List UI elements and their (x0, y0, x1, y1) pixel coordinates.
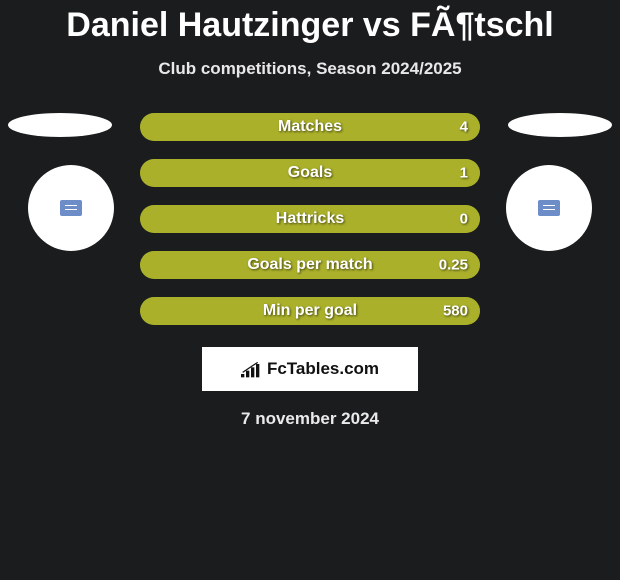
right-name-pill (508, 113, 612, 137)
page-title: Daniel Hautzinger vs FÃ¶tschl (0, 0, 620, 45)
left-player-badge (28, 165, 114, 251)
stat-label: Min per goal (263, 302, 357, 320)
stat-bars: Matches 4 Goals 1 Hattricks 0 Goals per match 0… (140, 113, 480, 325)
stat-label: Matches (278, 118, 342, 136)
stat-bar: Hattricks 0 (140, 205, 480, 233)
stat-value-right: 0.25 (439, 257, 468, 274)
stat-value-right: 4 (460, 119, 468, 136)
stat-value-right: 1 (460, 165, 468, 182)
date-text: 7 november 2024 (0, 409, 620, 429)
stat-value-right: 0 (460, 211, 468, 228)
arena: Matches 4 Goals 1 Hattricks 0 Goals per match 0… (0, 113, 620, 325)
stat-value-right: 580 (443, 303, 468, 320)
stat-label: Goals (288, 164, 332, 182)
player-icon (538, 200, 560, 216)
stat-label: Goals per match (247, 256, 372, 274)
stat-bar-right (310, 159, 480, 187)
player-icon (60, 200, 82, 216)
stat-bar: Goals per match 0.25 (140, 251, 480, 279)
brand-icon (241, 360, 261, 378)
stat-bar-left (140, 159, 310, 187)
right-player-badge (506, 165, 592, 251)
page-subtitle: Club competitions, Season 2024/2025 (0, 59, 620, 79)
stat-bar: Matches 4 (140, 113, 480, 141)
stat-label: Hattricks (276, 210, 344, 228)
brand-box[interactable]: FcTables.com (202, 347, 418, 391)
brand-text: FcTables.com (267, 359, 379, 379)
comparison-card: Daniel Hautzinger vs FÃ¶tschl Club compe… (0, 0, 620, 580)
stat-bar: Min per goal 580 (140, 297, 480, 325)
stat-bar: Goals 1 (140, 159, 480, 187)
left-name-pill (8, 113, 112, 137)
